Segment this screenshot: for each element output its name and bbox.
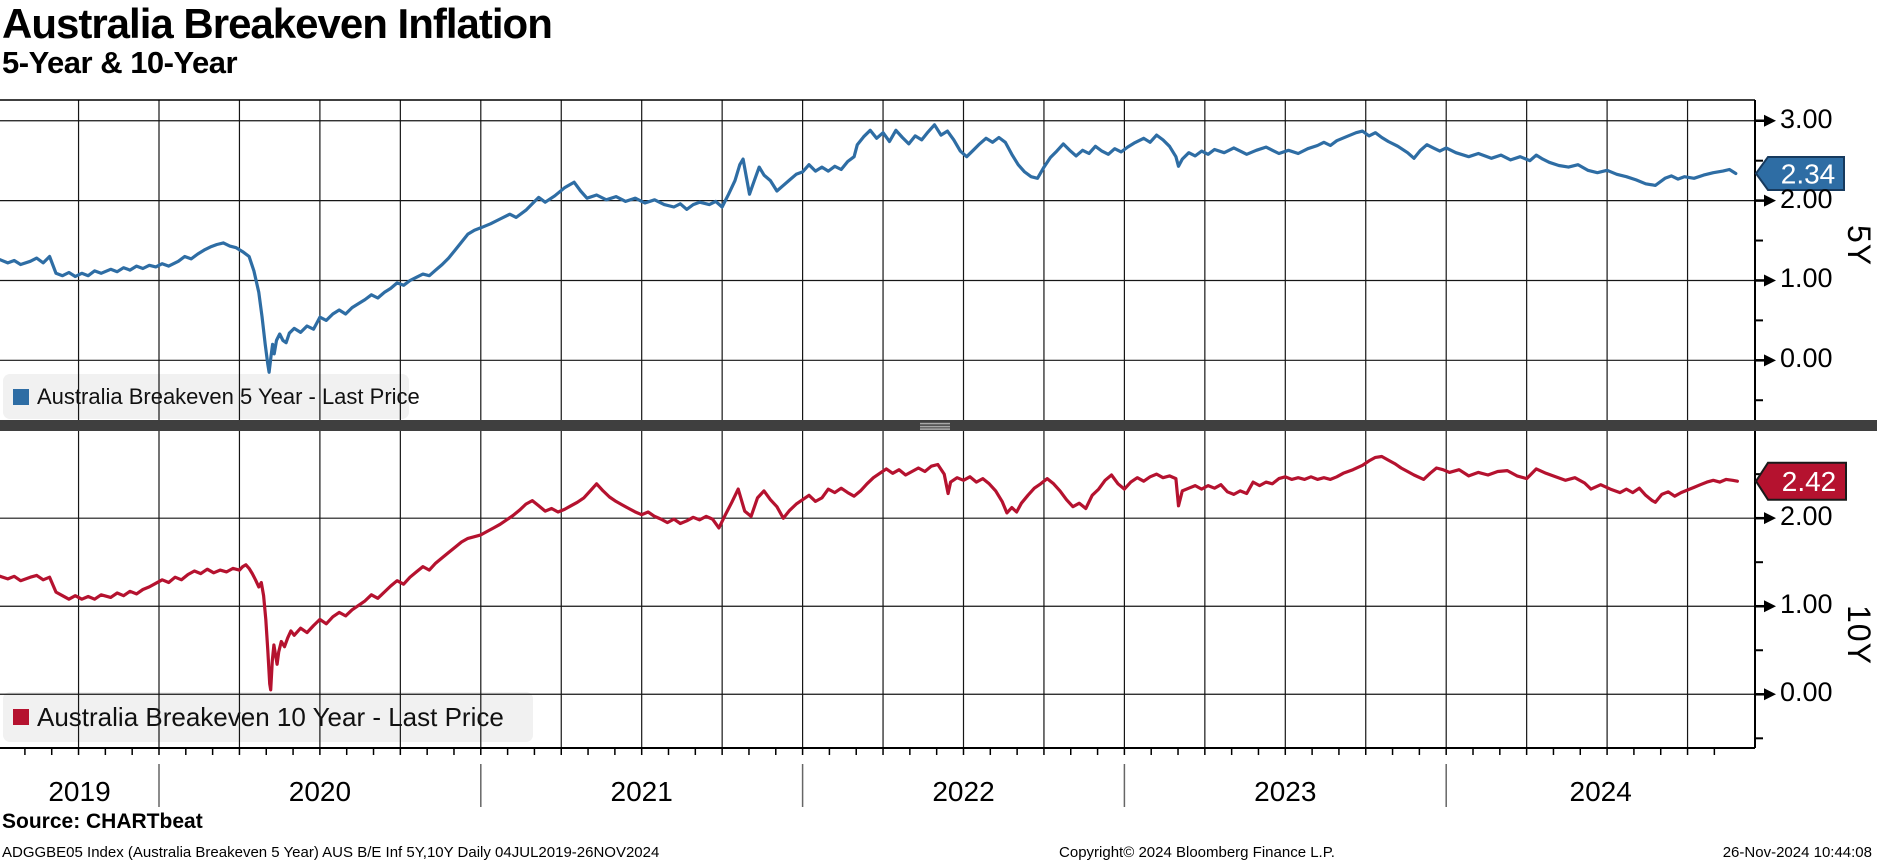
last-price-tag-10y (1754, 461, 1847, 501)
legend-5y[interactable]: Australia Breakeven 5 Year - Last Price (3, 374, 420, 419)
tick-arrow-icon (1764, 354, 1776, 367)
legend-label-10y: Australia Breakeven 10 Year - Last Price (37, 701, 504, 732)
series-line-10y (0, 454, 1740, 692)
legend-label-5y: Australia Breakeven 5 Year - Last Price (37, 383, 420, 409)
legend-10y[interactable]: Australia Breakeven 10 Year - Last Price (3, 692, 533, 742)
splitter-grip-icon (920, 425, 950, 428)
splitter-grip-icon (920, 428, 950, 430)
legend-swatch-5y-icon (13, 388, 29, 405)
tick-arrow-icon (1764, 114, 1776, 127)
panel-splitter[interactable] (0, 420, 1877, 431)
series-line-5y (0, 123, 1738, 374)
tick-arrow-icon (1764, 688, 1776, 701)
tick-arrow-icon (1764, 194, 1776, 207)
legend-swatch-10y-icon (13, 709, 29, 725)
last-price-tag-5y (1754, 155, 1845, 191)
tick-arrow-icon (1764, 512, 1776, 525)
tick-arrow-icon (1764, 600, 1776, 613)
last-price-value-10y: 2.42 (1782, 466, 1837, 497)
tick-arrow-icon (1764, 274, 1776, 287)
last-price-value-5y: 2.34 (1781, 158, 1836, 189)
splitter-grip-icon (920, 422, 950, 425)
